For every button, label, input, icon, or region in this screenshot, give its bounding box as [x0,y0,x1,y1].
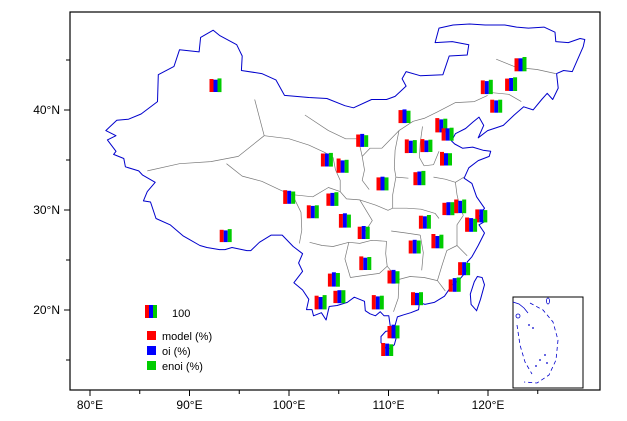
south-china-sea-inset [512,296,584,389]
station-glyph [448,277,461,292]
legend-label-oi: oi (%) [162,346,191,358]
station-glyph [314,295,327,310]
station-glyph [381,343,394,356]
x-tick-label: 80°E [77,398,103,412]
station-glyph [442,202,455,216]
station-glyph [408,239,421,254]
station-glyph [490,99,503,113]
station-glyph [411,292,423,306]
station-glyph [413,170,426,186]
station-glyph [306,205,319,219]
station-glyph [505,77,518,91]
legend: 100 model (%) oi (%) enoi (%) [145,305,212,373]
station-glyph [209,78,222,93]
station-glyph [418,215,431,229]
y-tick-label: 30°N [33,203,60,217]
legend-label-model: model (%) [162,331,212,343]
x-tick-label: 100°E [273,398,306,412]
legend-swatch-oi [147,346,156,355]
station-glyph [514,57,527,72]
axis-ticks: 80°E 90°E 100°E 110°E 120°E 20°N 30°N 40°N [33,59,539,412]
plot-frame [69,11,601,391]
station-glyph [475,209,488,223]
station-glyph [336,158,349,173]
station-glyph [359,256,372,271]
legend-swatch-enoi [147,361,156,370]
station-glyph [219,229,232,243]
station-glyph [387,324,400,339]
y-tick-label: 40°N [33,103,60,117]
x-tick-label: 120°E [472,398,505,412]
station-glyph [283,190,296,204]
station-glyph [404,139,417,154]
station-glyph [356,133,369,147]
legend-swatch-model [147,331,156,340]
x-tick-label: 110°E [373,398,405,412]
station-glyph [420,139,433,153]
station-glyph [398,109,411,124]
legend-label-enoi: enoi (%) [162,361,203,373]
station-glyph [441,127,454,141]
scale-reference-glyph [145,305,157,318]
station-glyph [387,269,400,284]
station-glyph [320,152,333,167]
station-glyph [371,295,384,310]
x-tick-label: 90°E [176,398,202,412]
station-glyph [333,290,346,304]
station-glyph [357,226,370,239]
station-glyph [327,272,340,287]
station-bar-glyphs [209,57,527,356]
station-glyph [431,234,444,249]
station-glyph [480,79,493,95]
station-glyph [454,199,467,214]
scale-label: 100 [172,308,190,320]
station-glyph [376,176,389,191]
station-glyph [435,118,448,133]
y-tick-label: 20°N [33,303,60,317]
station-glyph [458,262,471,276]
station-glyph [326,192,339,206]
station-glyph [338,213,351,228]
china-outline [105,23,586,351]
station-glyph [465,217,478,232]
station-glyph [440,151,452,166]
